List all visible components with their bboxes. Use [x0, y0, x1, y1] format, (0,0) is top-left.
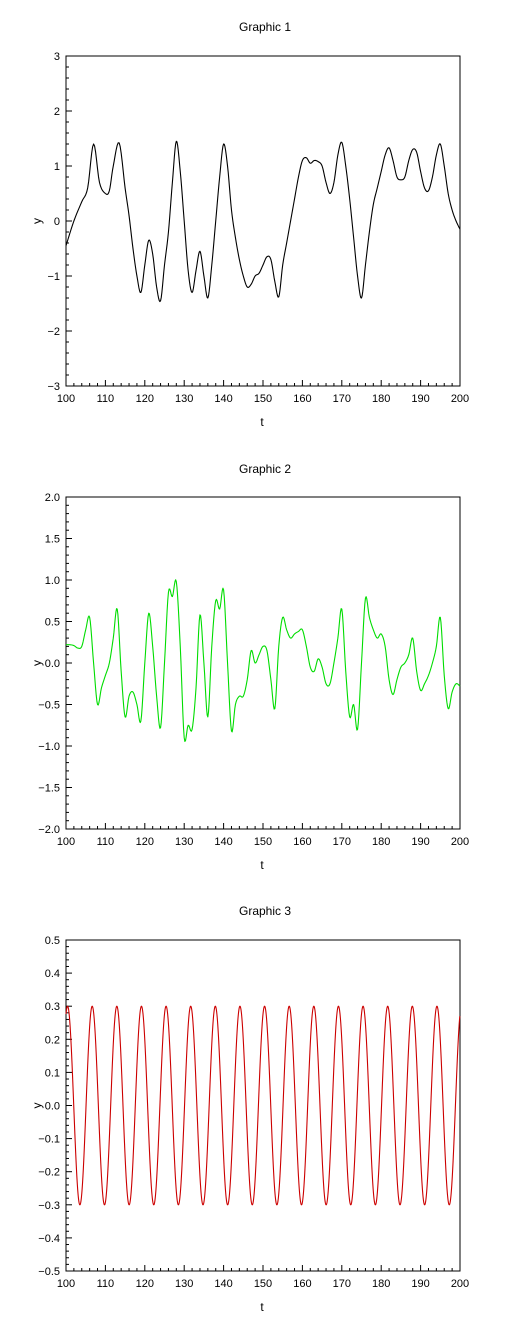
- x-tick-label: 200: [451, 1278, 469, 1290]
- x-tick-label: 130: [175, 393, 193, 405]
- y-tick-label: 3: [54, 51, 60, 63]
- y-tick-label: 0.4: [45, 968, 60, 980]
- y-tick-label: −0.1: [38, 1134, 60, 1146]
- y-tick-label: −1: [47, 271, 60, 283]
- y-tick-label: 1: [54, 161, 60, 173]
- x-tick-label: 190: [411, 836, 429, 848]
- x-tick-label: 120: [136, 393, 154, 405]
- y-tick-label: 0.0: [45, 658, 60, 670]
- x-tick-label: 180: [372, 836, 390, 848]
- y-tick-label: 0.2: [45, 1034, 60, 1046]
- x-axis-label: t: [260, 415, 264, 429]
- series-line-1: [65, 1005, 461, 1206]
- x-tick-label: 170: [333, 393, 351, 405]
- x-tick-label: 170: [333, 836, 351, 848]
- y-tick-label: 1.0: [45, 575, 60, 587]
- x-tick-label: 100: [57, 393, 75, 405]
- y-tick-label: 2: [54, 106, 60, 118]
- x-tick-label: 160: [293, 836, 311, 848]
- y-tick-label: −1.5: [38, 783, 60, 795]
- x-tick-label: 120: [136, 836, 154, 848]
- y-tick-label: −0.4: [38, 1233, 60, 1245]
- x-tick-label: 110: [97, 1278, 115, 1290]
- x-tick-label: 160: [293, 1278, 311, 1290]
- x-tick-label: 130: [175, 836, 193, 848]
- y-tick-label: 1.5: [45, 534, 60, 546]
- y-tick-label: −0.3: [38, 1200, 60, 1212]
- y-tick-label: −3: [47, 381, 60, 393]
- y-tick-label: −2: [47, 326, 60, 338]
- plot-frame: [65, 939, 461, 1272]
- x-tick-label: 140: [214, 836, 232, 848]
- x-axis-label: t: [260, 858, 264, 872]
- x-tick-label: 150: [254, 836, 272, 848]
- x-tick-label: 130: [175, 1278, 193, 1290]
- x-tick-label: 200: [451, 836, 469, 848]
- x-axis-label: t: [260, 1300, 264, 1314]
- x-tick-label: 100: [57, 836, 75, 848]
- x-tick-label: 140: [214, 1278, 232, 1290]
- y-tick-label: −2.0: [38, 824, 60, 836]
- chart-title: Graphic 3: [239, 904, 291, 918]
- y-tick-label: 0.3: [45, 1001, 60, 1013]
- x-tick-label: 180: [372, 1278, 390, 1290]
- x-tick-label: 170: [333, 1278, 351, 1290]
- y-tick-label: 2.0: [45, 492, 60, 504]
- x-tick-label: 150: [254, 393, 272, 405]
- y-tick-label: −0.5: [38, 1266, 60, 1278]
- y-tick-label: −0.5: [38, 700, 60, 712]
- y-tick-label: 0.5: [45, 935, 60, 947]
- chart-3: Graphic 3 100 110 120 130 140 150 160 170 180 190 2…: [30, 904, 469, 1314]
- x-tick-label: 110: [97, 393, 115, 405]
- x-tick-label: 190: [411, 393, 429, 405]
- chart-title: Graphic 2: [239, 462, 291, 476]
- y-tick-label: 0.1: [45, 1067, 60, 1079]
- x-tick-label: 160: [293, 393, 311, 405]
- x-tick-label: 140: [214, 393, 232, 405]
- series-line-1: [65, 140, 461, 303]
- y-tick-label: −1.0: [38, 741, 60, 753]
- chart-2: Graphic 2 100 110 120 130 140 150 160 170 180 190 2…: [30, 462, 469, 872]
- series-line-1: [65, 579, 461, 742]
- y-tick-label: 0.0: [45, 1101, 60, 1113]
- x-tick-label: 110: [97, 836, 115, 848]
- y-axis-label: y: [30, 1103, 44, 1109]
- y-tick-label: −0.2: [38, 1167, 60, 1179]
- y-axis-label: y: [30, 660, 44, 666]
- y-tick-label: 0.5: [45, 617, 60, 629]
- x-tick-label: 150: [254, 1278, 272, 1290]
- x-tick-label: 180: [372, 393, 390, 405]
- y-tick-label: 0: [54, 216, 60, 228]
- x-tick-label: 200: [451, 393, 469, 405]
- x-tick-label: 190: [411, 1278, 429, 1290]
- plot-frame: [65, 496, 461, 830]
- plot-frame: [65, 55, 461, 387]
- x-tick-label: 100: [57, 1278, 75, 1290]
- chart-title: Graphic 1: [239, 20, 291, 34]
- x-tick-label: 120: [136, 1278, 154, 1290]
- y-axis-label: y: [30, 218, 44, 224]
